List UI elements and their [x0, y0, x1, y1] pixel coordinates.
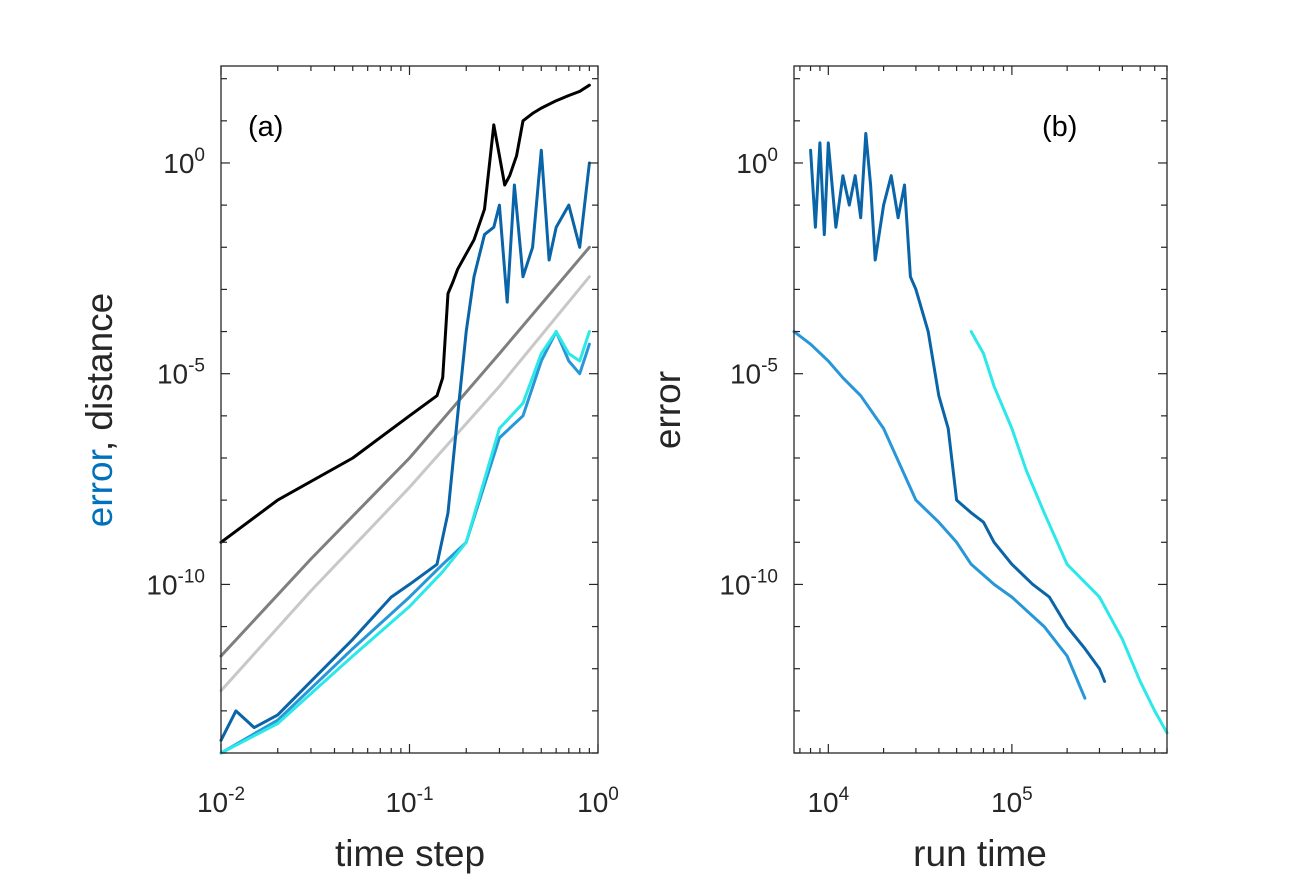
panel-a-series-3: [219, 148, 591, 742]
panel-a: (a) time step error, distance 10-2 10-1 10…: [79, 65, 619, 874]
ylabel-error-part: error: [79, 449, 120, 527]
panel-b-series-1: [792, 330, 1087, 700]
panel-a-xlabel: time step: [335, 833, 485, 874]
panel-a-ytick-label-2: 100: [163, 145, 205, 179]
panel-b-xtick-label-0: 104: [807, 784, 849, 818]
panel-a-ticks: [220, 66, 599, 754]
panel-b-series: [792, 132, 1169, 735]
panel-a-label: (a): [248, 111, 283, 143]
panel-b-series-2: [969, 330, 1169, 735]
panel-b-series-0: [809, 132, 1107, 683]
panel-b-ytick-label-0: 10-10: [719, 566, 778, 600]
panel-b-ytick-label-2: 100: [736, 145, 778, 179]
ylabel-distance-part: , distance: [79, 293, 120, 451]
panel-a-series-1: [219, 245, 591, 658]
panel-a-ytick-label-1: 10-5: [157, 356, 205, 390]
panel-b: (b) run time error 104 105 10-10 10-5 100: [647, 65, 1169, 874]
panel-a-series: [219, 83, 591, 755]
panel-a-series-2: [219, 275, 591, 693]
panel-a-plot-area: [219, 65, 599, 755]
panel-b-ticks: [794, 66, 1168, 754]
panel-a-xtick-label-0: 10-2: [197, 784, 245, 818]
panel-a-ylabel: error, distance: [79, 293, 120, 527]
panel-a-ytick-label-0: 10-10: [146, 566, 205, 600]
panel-a-series-5: [219, 330, 591, 755]
panel-b-xlabel: run time: [913, 833, 1047, 874]
panel-b-frame: [793, 65, 1168, 754]
panel-b-xtick-label-1: 105: [991, 784, 1033, 818]
panel-a-series-0: [219, 83, 591, 544]
panel-a-xtick-label-2: 100: [577, 784, 619, 818]
panel-a-xtick-label-1: 10-1: [385, 784, 433, 818]
panel-b-label: (b): [1042, 111, 1077, 143]
panel-b-plot-area: [792, 65, 1169, 754]
panel-a-series-4: [219, 330, 591, 755]
panel-b-ytick-label-1: 10-5: [730, 356, 778, 390]
panel-b-ylabel: error: [647, 371, 688, 449]
